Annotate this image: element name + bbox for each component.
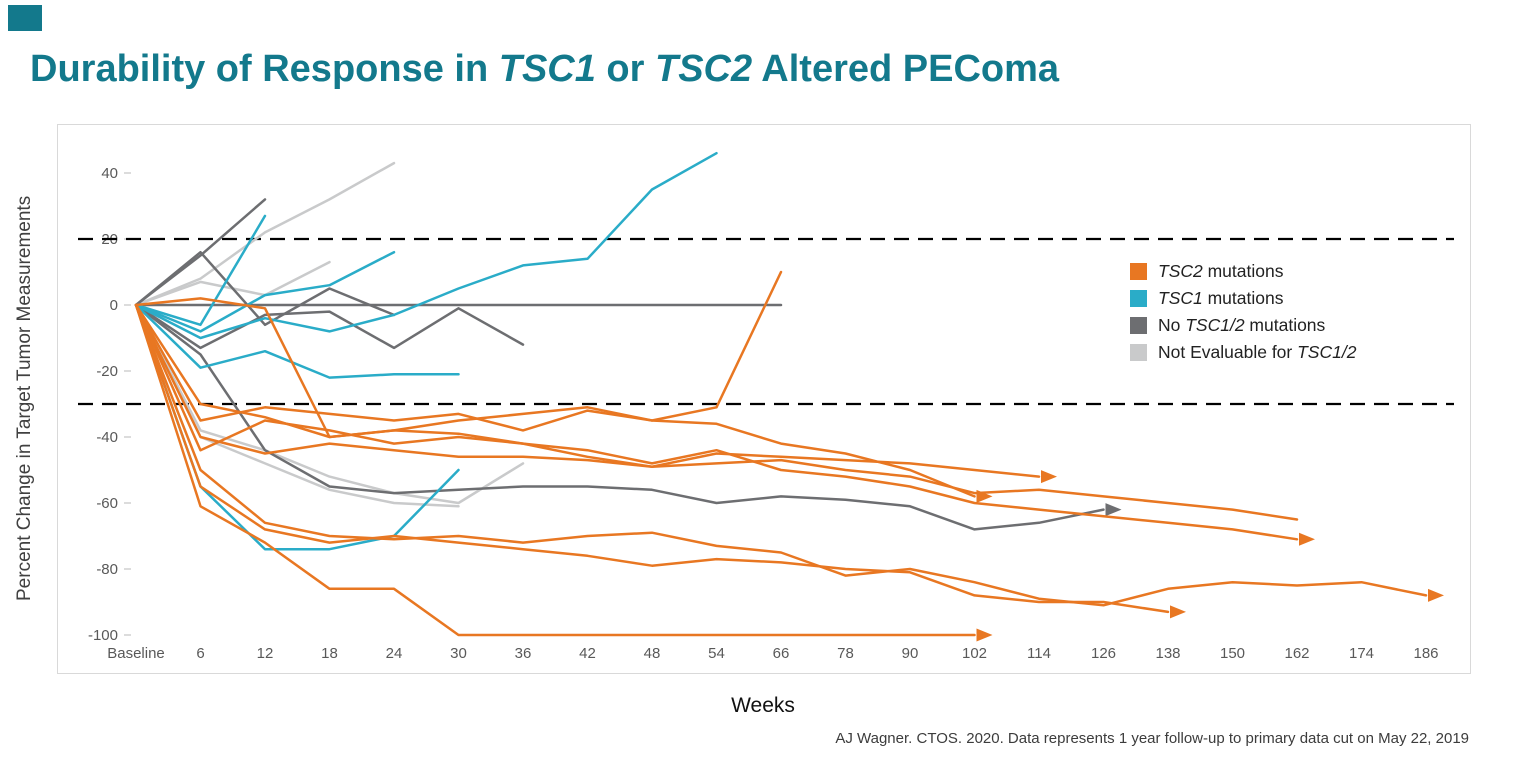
title-gene-tsc2: TSC2	[655, 48, 753, 90]
chart-area: 40 20 0 -20 -40 -60 -80 -100 Baseline 6 12 18 24 30 36…	[57, 124, 1471, 674]
svg-text:174: 174	[1349, 645, 1374, 662]
legend-label-no-mutations: No TSC1/2 mutations	[1158, 315, 1326, 335]
legend-swatch-not-evaluable	[1130, 344, 1147, 361]
svg-text:40: 40	[101, 165, 118, 182]
citation-text: AJ Wagner. CTOS. 2020. Data represents 1…	[835, 730, 1469, 747]
svg-text:48: 48	[644, 645, 661, 662]
legend-label-tsc2: TSC2 mutations	[1158, 261, 1284, 281]
svg-text:66: 66	[773, 645, 790, 662]
title-text-1: Durability of Response in	[30, 48, 499, 90]
svg-text:0: 0	[110, 297, 118, 314]
svg-text:150: 150	[1220, 645, 1245, 662]
svg-text:78: 78	[837, 645, 854, 662]
legend-item-tsc2: TSC2 mutations	[1130, 261, 1356, 282]
chart-legend: TSC2 mutations TSC1 mutations No TSC1/2 …	[1130, 261, 1356, 369]
legend-label-not-evaluable: Not Evaluable for TSC1/2	[1158, 342, 1357, 362]
title-text-3: Altered PEComa	[752, 48, 1060, 90]
svg-text:42: 42	[579, 645, 596, 662]
legend-swatch-no-mutations	[1130, 317, 1147, 334]
legend-label-tsc1: TSC1 mutations	[1158, 288, 1284, 308]
x-axis-label: Weeks	[731, 694, 795, 717]
svg-text:36: 36	[515, 645, 532, 662]
svg-text:-20: -20	[96, 363, 118, 380]
svg-text:186: 186	[1413, 645, 1438, 662]
svg-text:90: 90	[902, 645, 919, 662]
svg-text:126: 126	[1091, 645, 1116, 662]
svg-text:6: 6	[196, 645, 204, 662]
svg-text:162: 162	[1284, 645, 1309, 662]
svg-text:114: 114	[1027, 645, 1051, 662]
legend-item-tsc1: TSC1 mutations	[1130, 288, 1356, 309]
legend-swatch-tsc2	[1130, 263, 1147, 280]
svg-text:30: 30	[450, 645, 467, 662]
svg-text:18: 18	[321, 645, 338, 662]
y-axis-label: Percent Change in Target Tumor Measureme…	[14, 195, 35, 601]
svg-text:Baseline: Baseline	[107, 645, 165, 662]
slide-accent-block	[8, 5, 42, 31]
legend-swatch-tsc1	[1130, 290, 1147, 307]
legend-item-not-evaluable: Not Evaluable for TSC1/2	[1130, 342, 1356, 363]
svg-text:-60: -60	[96, 495, 118, 512]
svg-text:24: 24	[386, 645, 403, 662]
svg-text:-80: -80	[96, 561, 118, 578]
page-title: Durability of Response in TSC1 or TSC2 A…	[30, 48, 1059, 91]
title-gene-tsc1: TSC1	[498, 48, 596, 90]
svg-text:138: 138	[1155, 645, 1180, 662]
legend-item-no-mutations: No TSC1/2 mutations	[1130, 315, 1356, 336]
title-text-2: or	[595, 48, 655, 90]
svg-text:12: 12	[257, 645, 274, 662]
svg-text:-100: -100	[88, 627, 118, 644]
svg-text:102: 102	[962, 645, 987, 662]
svg-text:54: 54	[708, 645, 725, 662]
svg-text:-40: -40	[96, 429, 118, 446]
